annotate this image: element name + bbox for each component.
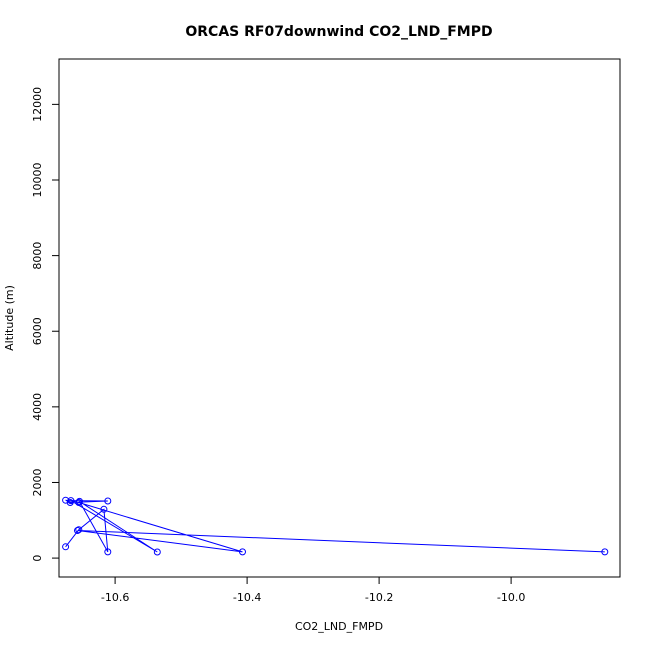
plot-frame [58,58,621,578]
data-point [104,548,112,556]
series-line [65,499,605,553]
data-point [239,548,246,556]
y-tick-label: 12000 [31,87,44,122]
data-point [75,499,83,506]
y-tick-label: 8000 [31,242,44,270]
y-tick-label: 2000 [31,468,44,496]
y-axis: 0 2000 4000 6000 8000 10000 12000 [31,87,59,562]
y-tick-label: 10000 [31,162,44,197]
series-layer [62,496,609,556]
data-point [62,543,70,551]
data-point [100,505,108,513]
y-tick-label: 4000 [31,393,44,421]
x-axis: -10.6 -10.4 -10.2 -10.0 [101,577,525,604]
x-tick-label: -10.4 [233,591,261,604]
chart-title: ORCAS RF07downwind CO2_LND_FMPD [185,24,492,40]
y-axis-label: Altitude (m) [3,285,16,351]
data-point [76,497,83,505]
data-point [104,497,112,505]
y-tick-label: 0 [31,555,44,562]
x-tick-label: -10.0 [497,591,525,604]
data-point [62,496,70,504]
y-tick-label: 6000 [31,317,44,345]
x-tick-label: -10.2 [365,591,393,604]
data-point [601,548,609,556]
data-point [74,527,81,534]
x-tick-label: -10.6 [101,591,129,604]
x-axis-label: CO2_LND_FMPD [295,620,383,633]
data-point [75,526,83,534]
data-point [153,548,161,556]
